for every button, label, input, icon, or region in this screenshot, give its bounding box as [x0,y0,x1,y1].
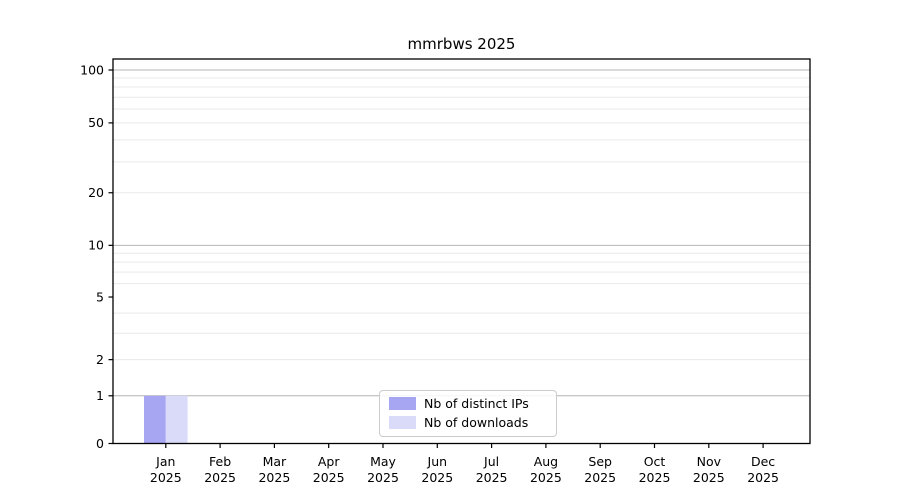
x-tick-label-month-apr: Apr [318,454,340,469]
y-tick-label-5: 5 [96,289,104,304]
y-tick-label-20: 20 [88,185,104,200]
x-tick-label-year-sep: 2025 [584,470,616,485]
x-tick-label-month-aug: Aug [534,454,558,469]
x-tick-label-month-sep: Sep [588,454,612,469]
legend: Nb of distinct IPs Nb of downloads [379,390,557,437]
legend-swatch-distinct-ips [389,397,416,410]
y-tick-label-1: 1 [96,388,104,403]
x-tick-label-year-oct: 2025 [639,470,671,485]
legend-label-distinct-ips: Nb of distinct IPs [424,396,529,411]
x-tick-label-month-oct: Oct [644,454,666,469]
legend-row-distinct-ips: Nb of distinct IPs [389,396,547,411]
plot-border [112,58,811,445]
legend-swatch-downloads [389,416,416,429]
x-tick-label-month-jun: Jun [427,454,448,469]
x-tick-label-year-jul: 2025 [476,470,508,485]
legend-label-downloads: Nb of downloads [424,415,529,430]
x-tick-label-year-jun: 2025 [421,470,453,485]
y-tick-label-10: 10 [88,238,104,253]
x-tick-label-year-mar: 2025 [258,470,290,485]
x-tick-label-month-nov: Nov [697,454,722,469]
x-tick-label-month-jan: Jan [155,454,175,469]
legend-row-downloads: Nb of downloads [389,415,547,430]
x-tick-label-month-dec: Dec [751,454,775,469]
x-tick-label-year-aug: 2025 [530,470,562,485]
x-tick-label-month-may: May [370,454,396,469]
y-tick-label-2: 2 [96,352,104,367]
x-tick-label-year-dec: 2025 [747,470,779,485]
x-tick-label-month-mar: Mar [263,454,287,469]
bar-nb-of-downloads-jan [165,395,188,444]
y-tick-label-50: 50 [88,115,104,130]
x-tick-label-year-may: 2025 [367,470,399,485]
x-tick-label-year-nov: 2025 [693,470,725,485]
y-tick-label-0: 0 [96,436,104,451]
x-tick-label-year-apr: 2025 [313,470,345,485]
y-tick-label-100: 100 [80,62,104,77]
x-tick-label-year-jan: 2025 [150,470,182,485]
bar-nb-of-distinct-ips-jan [144,395,166,444]
x-tick-label-month-jul: Jul [483,454,499,469]
x-tick-label-month-feb: Feb [209,454,231,469]
x-tick-label-year-feb: 2025 [204,470,236,485]
chart-title: mmrbws 2025 [407,35,516,53]
